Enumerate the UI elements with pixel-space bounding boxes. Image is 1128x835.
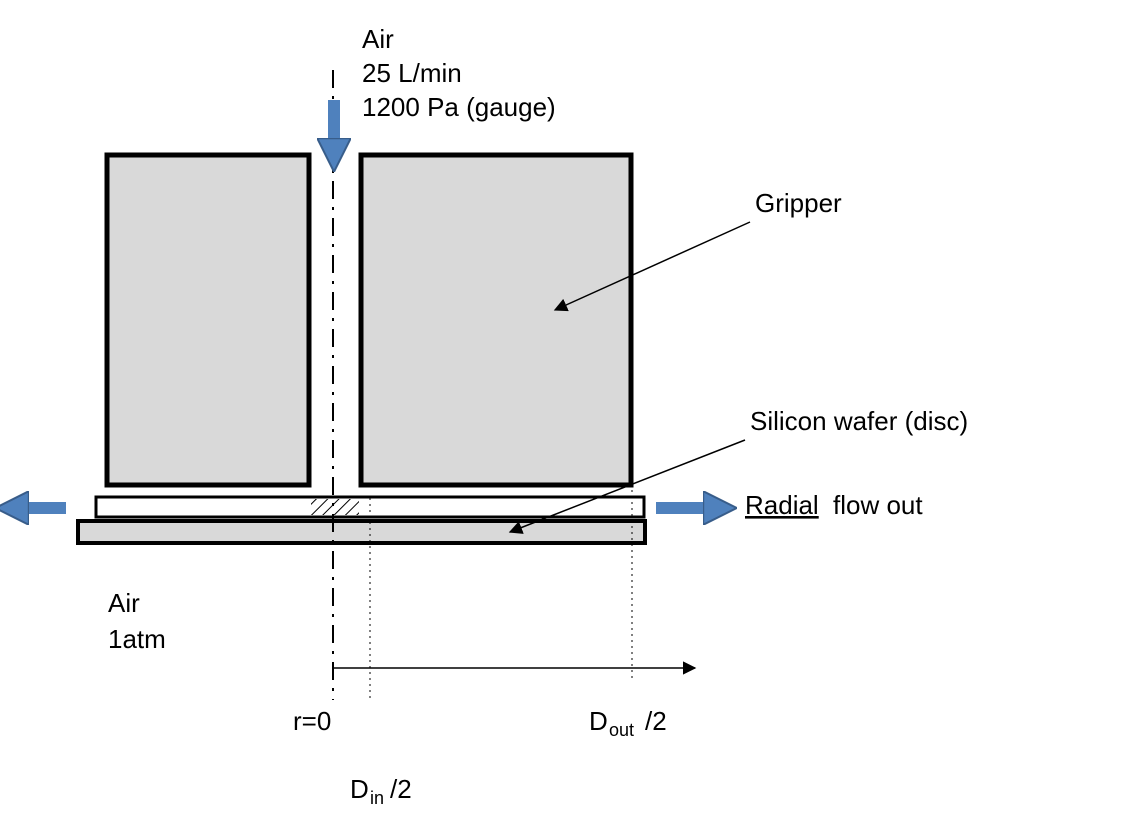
dout-sub: out xyxy=(609,720,634,740)
inlet-hatch xyxy=(311,499,359,515)
ambient-air-line1: Air xyxy=(108,588,140,618)
gripper-label: Gripper xyxy=(755,188,842,218)
ambient-air-line2: 1atm xyxy=(108,624,166,654)
air-in-line1: Air xyxy=(362,24,394,54)
radial-label-underline: Radial xyxy=(745,490,819,520)
din-base: D xyxy=(350,774,369,804)
din-tail: /2 xyxy=(390,774,412,804)
dout-tail: /2 xyxy=(645,706,667,736)
radial-label-tail: flow out xyxy=(833,490,923,520)
air-in-line2: 25 L/min xyxy=(362,58,462,88)
air-in-line3: 1200 Pa (gauge) xyxy=(362,92,556,122)
silicon-wafer xyxy=(78,521,645,543)
dout-base: D xyxy=(589,706,608,736)
din-sub: in xyxy=(370,788,384,808)
wafer-label: Silicon wafer (disc) xyxy=(750,406,968,436)
r-zero-label: r=0 xyxy=(293,706,331,736)
gripper-block-left xyxy=(107,155,309,485)
gripper-block-right xyxy=(361,155,631,485)
